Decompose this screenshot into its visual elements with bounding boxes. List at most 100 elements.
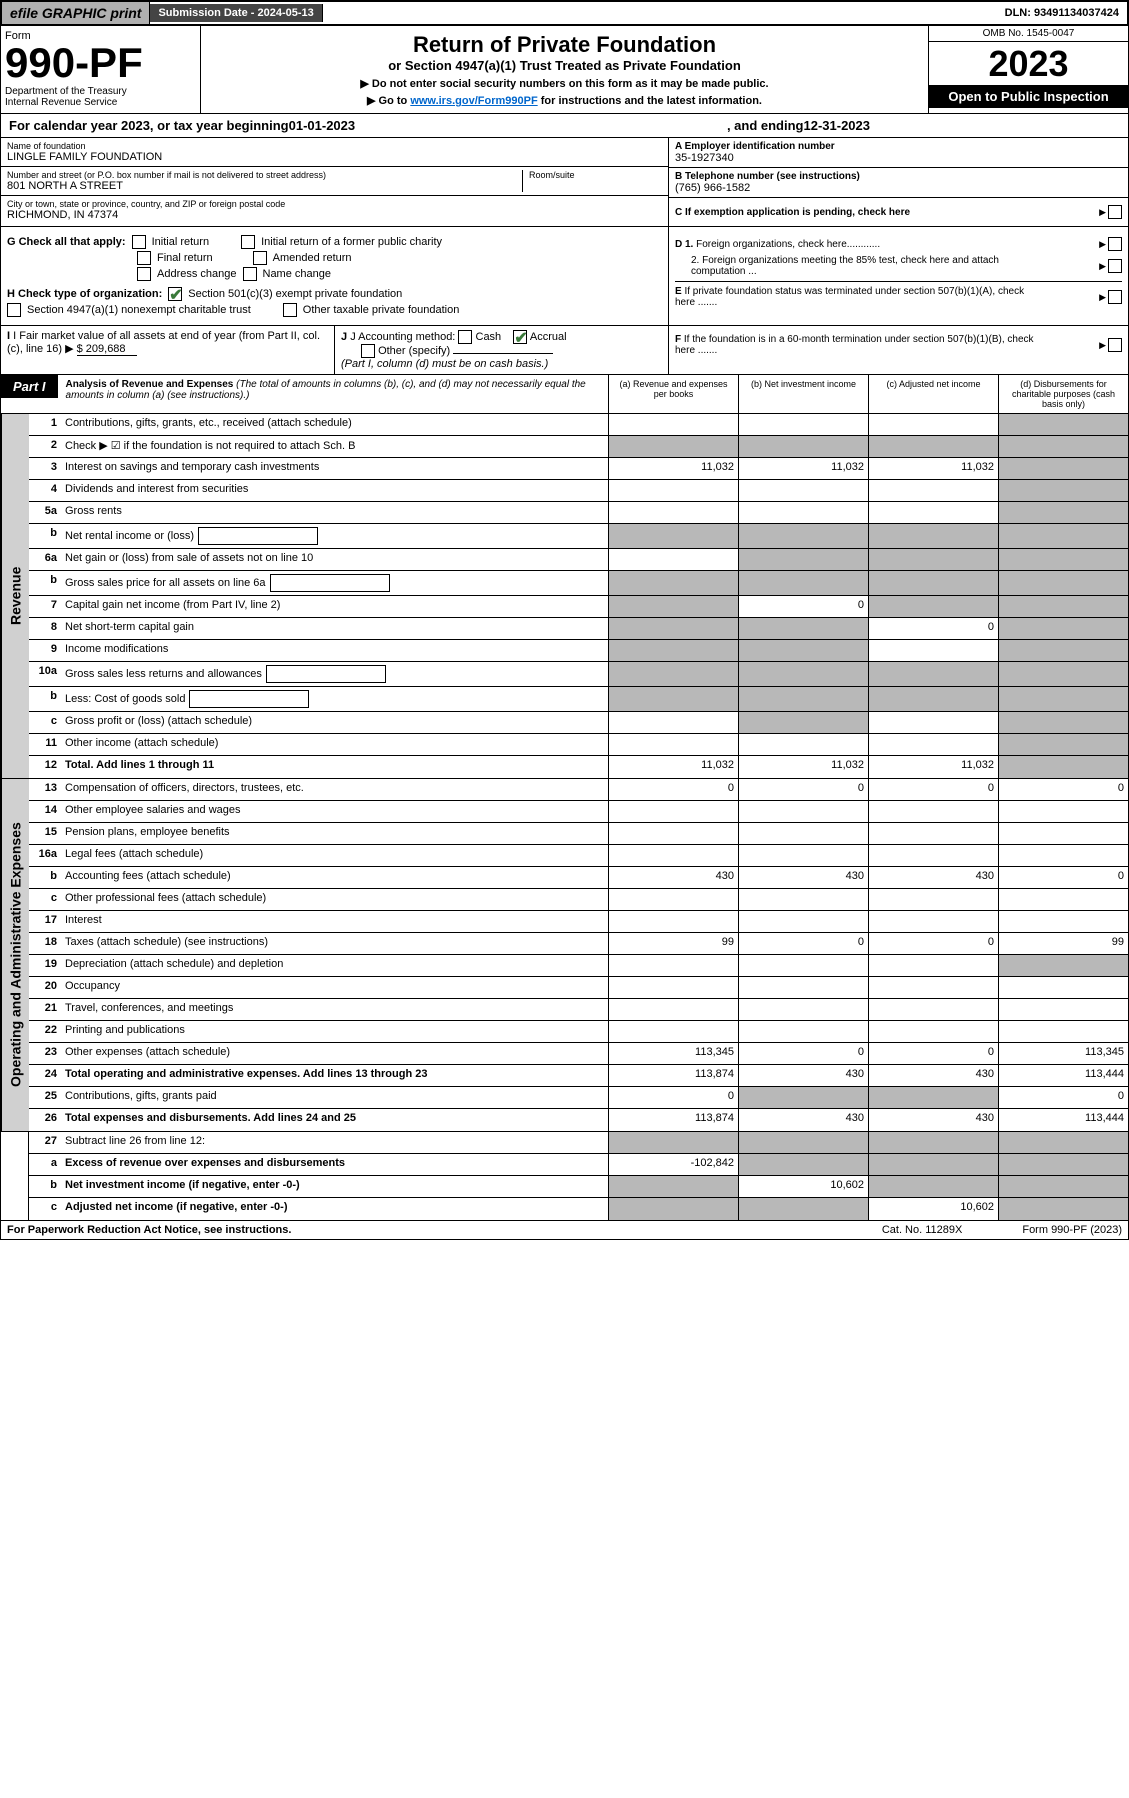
g-initial-former-label: Initial return of a former public charit… [261,236,442,248]
part1-header: Part I Analysis of Revenue and Expenses … [0,375,1129,414]
cell-b [738,524,868,548]
cell-c: 0 [868,1043,998,1064]
c-checkbox[interactable] [1108,205,1122,219]
cell-c: 11,032 [868,756,998,778]
e-label: If private foundation status was termina… [675,286,1024,308]
city-state-zip: RICHMOND, IN 47374 [7,209,662,221]
cell-c: 430 [868,867,998,888]
form-year-block: OMB No. 1545-0047 2023 Open to Public In… [928,26,1128,113]
cell-d [998,1021,1128,1042]
line-number: 8 [29,618,61,639]
line-description: Gross sales price for all assets on line… [61,571,608,595]
g-amended-checkbox[interactable] [253,251,267,265]
cell-a [608,999,738,1020]
h-4947-checkbox[interactable] [7,303,21,317]
h-501c3-checkbox[interactable] [168,287,182,301]
cell-b [738,1132,868,1153]
g-name-label: Name change [263,268,332,280]
d2-checkbox[interactable] [1108,259,1122,273]
cell-d [998,712,1128,733]
cell-c [868,1021,998,1042]
form-header: Form 990-PF Department of the Treasury I… [0,26,1129,114]
line-number: c [29,712,61,733]
col-a-header: (a) Revenue and expenses per books [608,375,738,413]
g-name-checkbox[interactable] [243,267,257,281]
g-initial-former-checkbox[interactable] [241,235,255,249]
line-description: Contributions, gifts, grants, etc., rece… [61,414,608,435]
line-description: Income modifications [61,640,608,661]
cell-c [868,436,998,457]
efile-print-button[interactable]: efile GRAPHIC print [2,2,150,24]
cell-c [868,662,998,686]
cell-a [608,549,738,570]
line-description: Net rental income or (loss) [61,524,608,548]
cell-d: 99 [998,933,1128,954]
calendar-year-row: For calendar year 2023, or tax year begi… [0,114,1129,138]
e-checkbox[interactable] [1108,290,1122,304]
line-row: 20Occupancy [29,977,1128,999]
line-row: 18Taxes (attach schedule) (see instructi… [29,933,1128,955]
line-number: 2 [29,436,61,457]
cell-d [998,801,1128,822]
line-description: Dividends and interest from securities [61,480,608,501]
cell-d [998,1154,1128,1175]
j-note: (Part I, column (d) must be on cash basi… [341,358,548,370]
cell-c: 0 [868,779,998,800]
form-title-block: Return of Private Foundation or Section … [201,26,928,113]
line-number: 13 [29,779,61,800]
note-post: for instructions and the latest informat… [538,95,762,107]
h-other-checkbox[interactable] [283,303,297,317]
line-number: 3 [29,458,61,479]
street-address: 801 NORTH A STREET [7,180,522,192]
item-i: I I Fair market value of all assets at e… [1,326,335,374]
j-other-checkbox[interactable] [361,344,375,358]
col-d-header: (d) Disbursements for charitable purpose… [998,375,1128,413]
j-cash-label: Cash [476,331,502,343]
line-description: Gross rents [61,502,608,523]
line-row: 9Income modifications [29,640,1128,662]
irs-link[interactable]: www.irs.gov/Form990PF [410,95,537,107]
cell-b: 0 [738,1043,868,1064]
cell-b [738,977,868,998]
g-initial-checkbox[interactable] [132,235,146,249]
line-description: Interest on savings and temporary cash i… [61,458,608,479]
cell-a [608,436,738,457]
cell-b: 0 [738,779,868,800]
g-addr-checkbox[interactable] [137,267,151,281]
col-c-header: (c) Adjusted net income [868,375,998,413]
cell-a [608,823,738,844]
line-description: Other professional fees (attach schedule… [61,889,608,910]
line-row: 7Capital gain net income (from Part IV, … [29,596,1128,618]
cell-a: 113,874 [608,1065,738,1086]
cell-b: 0 [738,596,868,617]
cell-d [998,845,1128,866]
g-final-label: Final return [157,252,213,264]
cell-b [738,823,868,844]
f-checkbox[interactable] [1108,338,1122,352]
cell-b [738,734,868,755]
cell-a [608,571,738,595]
line-row: 10aGross sales less returns and allowanc… [29,662,1128,687]
line-row: 12Total. Add lines 1 through 1111,03211,… [29,756,1128,778]
cell-c [868,734,998,755]
cell-d [998,549,1128,570]
line-number: 5a [29,502,61,523]
line-description: Other employee salaries and wages [61,801,608,822]
g-final-checkbox[interactable] [137,251,151,265]
part1-desc: Analysis of Revenue and Expenses (The to… [58,375,608,405]
cell-c [868,502,998,523]
cell-b [738,1198,868,1220]
j-cash-checkbox[interactable] [458,330,472,344]
cell-a [608,687,738,711]
item-j: J J Accounting method: Cash Accrual Othe… [335,326,668,374]
cell-a [608,1132,738,1153]
line-description: Total operating and administrative expen… [61,1065,608,1086]
d1-checkbox[interactable] [1108,237,1122,251]
form-ref: Form 990-PF (2023) [1022,1224,1122,1236]
line-number: b [29,867,61,888]
name-label: Name of foundation [7,141,662,151]
line-row: 2Check ▶ ☑ if the foundation is not requ… [29,436,1128,458]
j-accrual-checkbox[interactable] [513,330,527,344]
cell-b [738,640,868,661]
cell-b [738,571,868,595]
